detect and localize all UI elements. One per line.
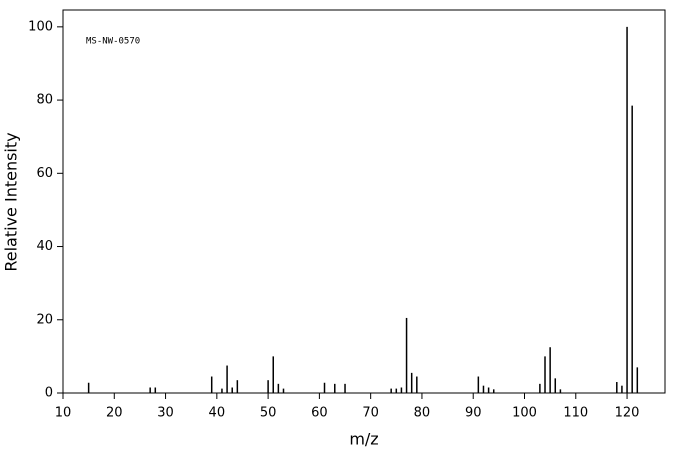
x-tick-label: 70: [362, 406, 379, 421]
y-tick-label: 80: [36, 93, 53, 108]
x-tick-label: 100: [512, 406, 537, 421]
x-tick-label: 30: [157, 406, 174, 421]
x-tick-label: 90: [465, 406, 482, 421]
x-tick-label: 50: [260, 406, 277, 421]
y-axis-label: Relative Intensity: [2, 132, 21, 271]
x-tick-label: 110: [563, 406, 588, 421]
x-tick-label: 60: [311, 406, 328, 421]
y-tick-label: 0: [45, 386, 53, 401]
plot-frame: [62, 9, 666, 394]
x-tick-label: 120: [615, 406, 640, 421]
x-axis-label: m/z: [349, 430, 378, 449]
x-tick-label: 80: [414, 406, 431, 421]
y-tick-label: 20: [36, 312, 53, 327]
y-tick-label: 60: [36, 166, 53, 181]
annotation: MS-NW-0570: [86, 37, 140, 47]
y-tick-label: 100: [28, 19, 53, 34]
x-tick-label: 40: [209, 406, 226, 421]
x-tick-label: 10: [55, 406, 72, 421]
y-tick-label: 40: [36, 239, 53, 254]
x-tick-label: 20: [106, 406, 123, 421]
